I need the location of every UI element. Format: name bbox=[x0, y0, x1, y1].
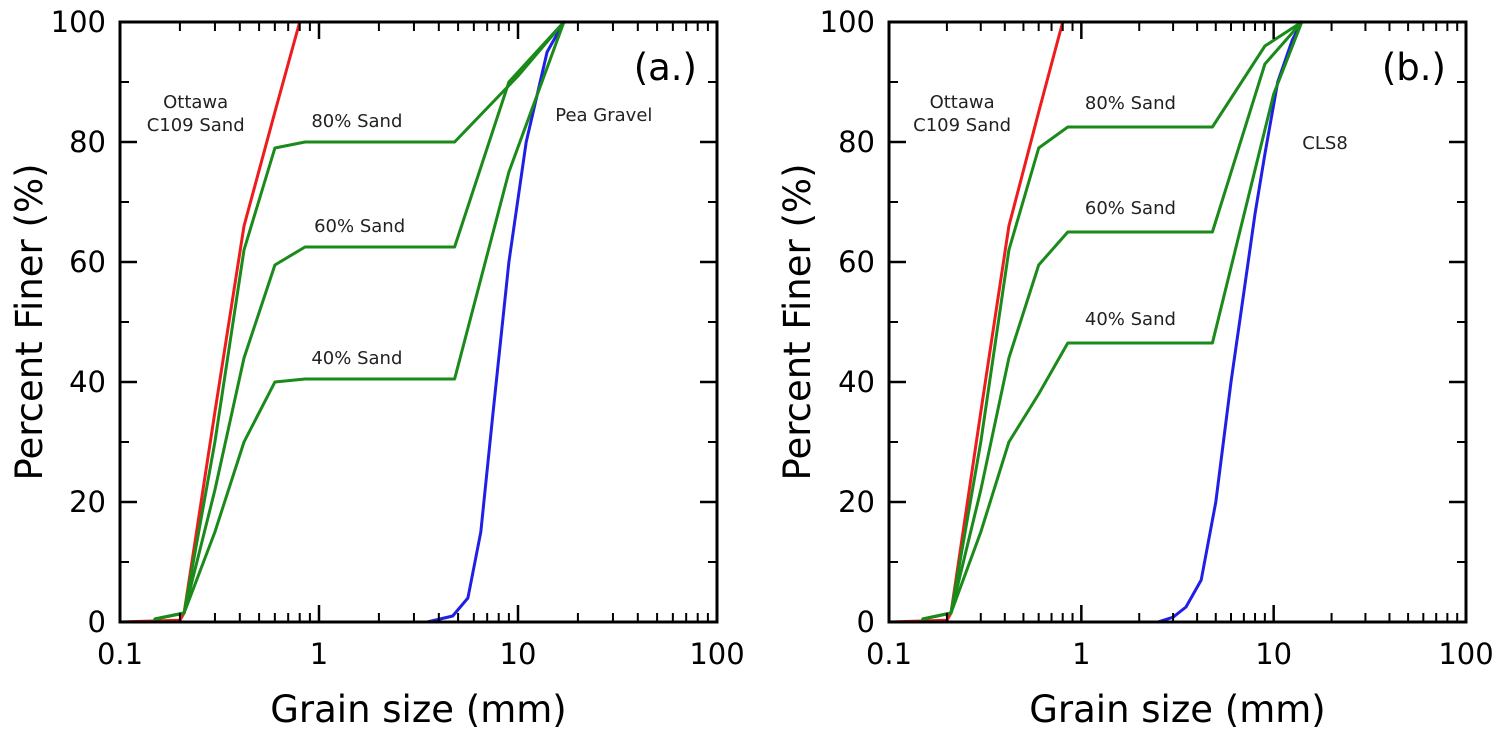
series-line-80-sand bbox=[921, 20, 1304, 621]
y-tick-label: 100 bbox=[51, 5, 106, 39]
x-tick-label: 10 bbox=[1255, 637, 1292, 671]
y-tick-label: 60 bbox=[69, 245, 106, 279]
series-annotation: Ottawa bbox=[930, 92, 995, 113]
y-tick-label: 40 bbox=[69, 365, 106, 399]
y-tick-label: 60 bbox=[838, 245, 875, 279]
panel-label: (b.) bbox=[1382, 46, 1446, 89]
y-tick-label: 0 bbox=[88, 605, 106, 639]
series-annotation: 40% Sand bbox=[311, 348, 402, 369]
x-tick-label: 1 bbox=[1072, 637, 1090, 671]
x-tick-label: 100 bbox=[689, 637, 744, 671]
series-line-pea-gravel bbox=[118, 20, 580, 624]
y-tick-label: 20 bbox=[69, 485, 106, 519]
series-annotation: Pea Gravel bbox=[555, 105, 652, 126]
x-tick-label: 1 bbox=[310, 637, 328, 671]
series-annotation: 40% Sand bbox=[1085, 309, 1176, 330]
y-axis-title: Percent Finer (%) bbox=[8, 163, 51, 480]
series-line-80-sand bbox=[153, 20, 566, 621]
x-axis-title: Grain size (mm) bbox=[1029, 688, 1326, 731]
series-annotation: CLS8 bbox=[1302, 133, 1347, 154]
series-annotation: 60% Sand bbox=[314, 216, 405, 237]
series-line-60-sand bbox=[153, 20, 566, 621]
y-tick-label: 100 bbox=[820, 5, 875, 39]
series-line-40-sand bbox=[921, 20, 1304, 621]
y-tick-label: 20 bbox=[838, 485, 875, 519]
panel-a: 0.1 1 10 100 0 20 40 60 80 100 Grain size (mm) Perc… bbox=[8, 5, 745, 731]
series-annotation: 80% Sand bbox=[311, 111, 402, 132]
series-annotation: Ottawa bbox=[163, 92, 228, 113]
x-tick-label: 0.1 bbox=[97, 637, 143, 671]
panel-b: 0.1 1 10 100 0 20 40 60 80 100 Grain size (mm) Perc… bbox=[776, 5, 1494, 731]
series-line-40-sand bbox=[153, 20, 566, 621]
x-axis-title: Grain size (mm) bbox=[270, 688, 567, 731]
series-annotation: 60% Sand bbox=[1085, 198, 1176, 219]
series-annotation: C109 Sand bbox=[147, 115, 245, 136]
panel-label: (a.) bbox=[634, 46, 697, 89]
x-tick-label: 10 bbox=[500, 637, 537, 671]
y-tick-label: 80 bbox=[69, 125, 106, 159]
y-tick-label: 40 bbox=[838, 365, 875, 399]
x-tick-label: 0.1 bbox=[866, 637, 912, 671]
series-line-60-sand bbox=[921, 20, 1304, 621]
y-axis-title: Percent Finer (%) bbox=[776, 163, 819, 480]
y-tick-label: 0 bbox=[857, 605, 875, 639]
y-tick-label: 80 bbox=[838, 125, 875, 159]
series-annotation: C109 Sand bbox=[913, 115, 1011, 136]
x-tick-label: 100 bbox=[1438, 637, 1493, 671]
series-annotation: 80% Sand bbox=[1085, 93, 1176, 114]
